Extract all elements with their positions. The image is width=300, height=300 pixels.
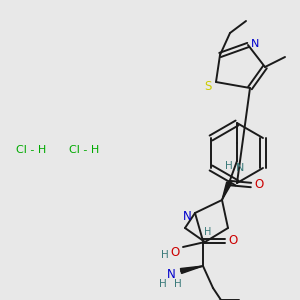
Text: N: N [251,39,259,49]
Polygon shape [222,182,231,200]
Text: H: H [159,279,167,289]
Text: O: O [254,178,264,191]
Text: N: N [236,163,244,173]
Text: H: H [225,161,233,171]
Text: H: H [204,227,212,237]
Text: N: N [183,209,191,223]
Text: Cl - H: Cl - H [16,145,47,155]
Text: S: S [204,80,212,94]
Text: H: H [161,250,169,260]
Text: Cl - H: Cl - H [69,145,99,155]
Polygon shape [180,266,203,273]
Text: O: O [228,235,238,248]
Text: N: N [167,268,176,281]
Text: O: O [170,245,180,259]
Text: H: H [174,279,182,289]
